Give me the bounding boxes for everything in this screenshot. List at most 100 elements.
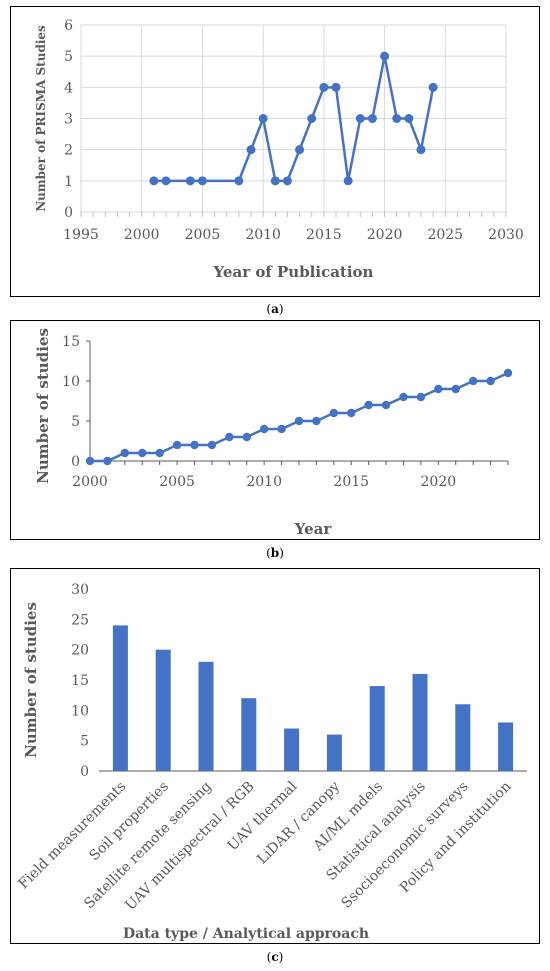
x-tick-label-a: 2005 [185,227,221,243]
y-tick-label-a: 1 [64,174,73,190]
data-point-a [185,176,195,186]
data-point-b [416,392,426,402]
bar-c [284,728,300,771]
y-axis-title-c: Number of studies [22,602,40,758]
y-tick-label-c: 30 [71,582,89,598]
data-point-b [225,432,234,442]
data-point-b [468,376,478,386]
x-tick-label-a: 2010 [245,227,281,243]
data-point-a [161,176,171,186]
bar-c [455,704,471,771]
y-tick-label-c: 10 [71,703,89,719]
x-axis-title-b: Year [294,520,333,538]
chart-panel-b: 0 5 10 15 2000 2005 2010 2015 2020 Year Number of … [10,320,540,540]
x-tick-label-a: 2025 [427,227,463,243]
y-tick-label-b: 0 [71,454,80,470]
data-point-a [392,114,402,123]
y-tick-label-a: 0 [64,205,73,221]
bar-c [112,625,128,771]
data-point-b [294,416,304,426]
x-tick-label-a: 2015 [306,227,342,243]
y-tick-label-a: 2 [64,143,73,159]
data-point-b [242,432,251,442]
data-point-a [380,51,390,61]
y-tick-label-c: 15 [71,673,89,689]
data-point-b [503,368,513,378]
data-point-b [312,416,321,426]
data-point-b [259,424,269,434]
bar-c [198,661,214,771]
y-tick-label-b: 15 [62,334,80,350]
data-point-a [307,114,317,123]
bar-c [326,734,342,771]
data-point-a [404,114,414,123]
data-point-a [282,176,292,186]
data-point-a [149,176,159,186]
caption-b: (b) [266,546,284,560]
data-point-b [486,376,495,386]
y-axis-title-a: Number of PRISMA Studies [34,25,48,212]
data-point-b [120,448,130,458]
bar-c [412,673,428,771]
data-point-b [399,392,408,402]
x-tick-label-b: 2010 [246,474,282,490]
bar-c [241,698,257,771]
caption-a: (a) [266,302,284,316]
data-point-a [270,176,280,186]
data-point-a [416,145,426,155]
data-point-b [155,448,164,458]
y-tick-label-a: 3 [64,112,73,128]
x-tick-label-b: 2015 [333,474,369,490]
line-chart-cumulative-studies: 0 5 10 15 2000 2005 2010 2015 2020 Year Number of … [34,328,513,538]
bar-c [155,649,171,771]
chart-panel-c: 0 5 10 15 20 25 30 Field measurements Soil prope… [10,568,540,944]
y-tick-label-b: 10 [62,374,80,390]
x-tick-label-b: 2000 [72,474,108,490]
data-point-a [295,145,305,155]
data-point-b [207,440,217,450]
x-tick-label-a: 2020 [367,227,403,243]
data-point-a [367,114,377,123]
x-tick-label-a: 2000 [124,227,160,243]
data-point-b [347,408,356,418]
data-point-b [277,424,286,434]
data-point-a [319,82,329,92]
y-tick-label-a: 4 [64,80,73,96]
data-point-b [138,448,147,458]
data-point-a [258,114,268,123]
data-point-a [234,176,244,186]
data-point-a [343,176,353,186]
y-tick-label-c: 20 [71,643,89,659]
y-tick-label-c: 5 [80,734,89,750]
caption-a-letter: a [271,302,279,316]
data-point-a [246,145,256,155]
y-axis-title-b: Number of studies [34,328,52,484]
data-point-b [434,384,443,394]
data-point-b [329,408,339,418]
caption-c-letter: c [271,950,279,964]
data-point-b [190,440,199,450]
x-tick-label-b: 2005 [159,474,195,490]
data-point-a [355,114,365,123]
chart-panel-a: 0 1 2 3 4 5 6 1995 2000 2005 2010 2015 2020 2025 2030 Y… [10,6,540,297]
line-chart-prisma-studies: 0 1 2 3 4 5 6 1995 2000 2005 2010 2015 2020 2025 2030 Y… [34,18,524,281]
y-tick-label-a: 6 [64,18,73,34]
x-category-label-c: Soil properties [86,779,172,865]
data-point-b [451,384,460,394]
data-point-b [364,400,373,410]
x-tick-label-a: 2030 [488,227,524,243]
data-point-b [172,440,182,450]
x-tick-label-b: 2020 [421,474,457,490]
caption-c: (c) [266,950,284,964]
y-tick-label-c: 0 [80,764,89,780]
bar-c [498,722,514,771]
data-point-a [197,176,207,186]
x-axis-title-c: Data type / Analytical approach [123,926,369,942]
data-point-a [331,82,341,92]
y-tick-label-c: 25 [71,612,89,628]
data-point-a [428,82,438,92]
data-point-b [103,456,112,466]
bar-c [369,686,385,771]
caption-b-letter: b [270,546,280,560]
